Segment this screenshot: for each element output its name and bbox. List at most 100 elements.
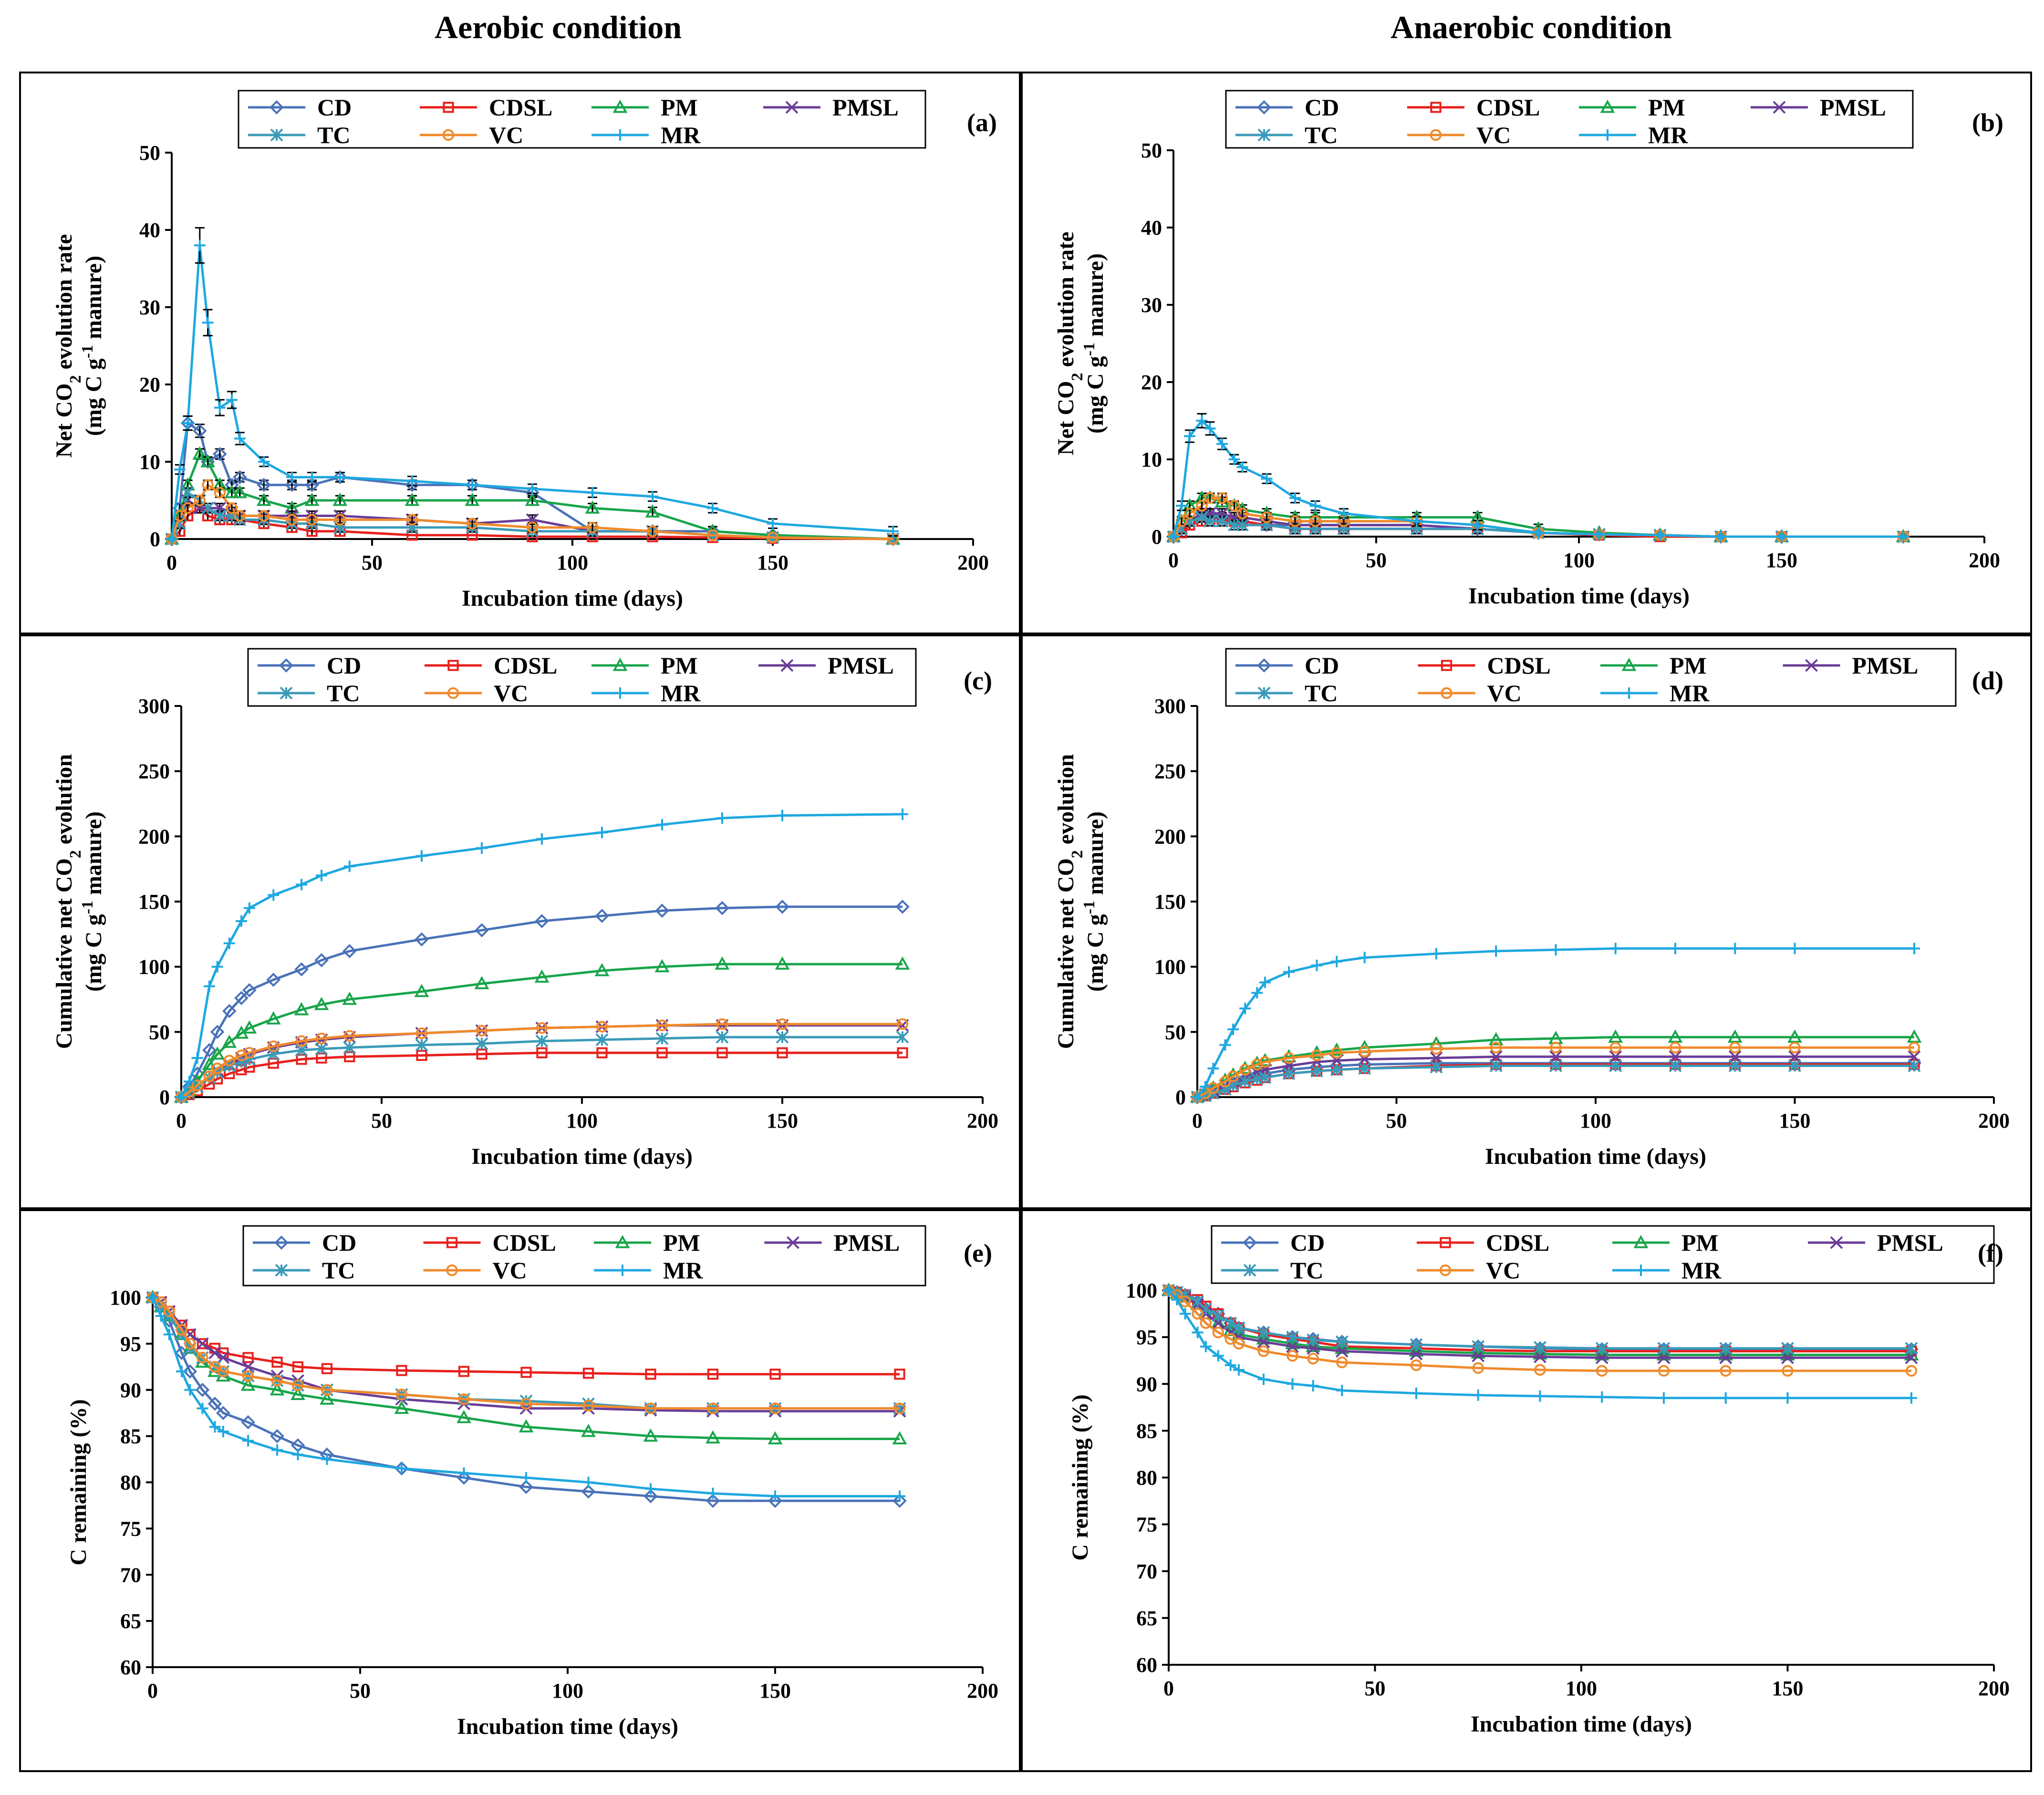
point-tc: [1307, 1333, 1320, 1347]
point-pmsl: [1595, 1351, 1608, 1364]
legend-box: [238, 90, 926, 149]
point-mr: [1472, 519, 1484, 531]
legend-marker: [787, 1236, 799, 1249]
point-mr: [236, 915, 247, 927]
point-vc: [242, 1370, 254, 1382]
point-mr: [1593, 529, 1605, 540]
line-vc: [1168, 1289, 1911, 1372]
point-cdsl: [777, 1047, 788, 1058]
point-vc: [271, 1375, 283, 1387]
point-pm: [474, 976, 489, 989]
legend-label: CD: [322, 1229, 356, 1256]
chart-f: 60 65 70 75 80 85 90 95 100 0 50 100 150 200 Incubatio…: [1021, 1209, 2032, 1772]
point-mr: [1227, 1023, 1239, 1035]
y-tick-label: 150: [1154, 890, 1186, 913]
series-mr: [176, 808, 908, 1103]
y-tick-label: 60: [120, 1656, 141, 1679]
point-mr: [334, 471, 346, 483]
point-mr: [707, 502, 718, 514]
point-pmsl: [241, 1360, 255, 1373]
point-tc: [1335, 1335, 1349, 1349]
y-tick-label: 70: [1136, 1560, 1157, 1583]
point-mr: [1490, 945, 1502, 957]
point-pmsl: [1430, 1051, 1443, 1065]
point-mr: [582, 1476, 594, 1488]
point-mr: [1228, 454, 1240, 465]
series-cd: [174, 900, 910, 1104]
point-mr: [1670, 943, 1681, 955]
legend-marker: [1602, 129, 1613, 141]
legend-label: CDSL: [493, 1229, 556, 1256]
point-tc: [1489, 1059, 1503, 1072]
point-pmsl: [208, 1346, 221, 1359]
point-mr: [1596, 1391, 1608, 1403]
point-mr: [1192, 1327, 1204, 1338]
point-pm: [270, 1382, 285, 1396]
legend-item-tc: TC: [1235, 122, 1338, 148]
panel-label: (b): [1972, 108, 2003, 137]
point-vc: [767, 531, 779, 543]
point-mr: [203, 980, 215, 992]
series-mr: [1192, 943, 1920, 1103]
point-tc: [315, 1042, 328, 1056]
point-mr: [234, 433, 246, 445]
y-axis-label-line2: (mg C g-1 manure): [1080, 811, 1109, 992]
point-mr: [176, 1091, 187, 1103]
legend-marker: [780, 659, 794, 672]
point-pmsl: [1609, 1050, 1622, 1063]
line-pmsl: [152, 1296, 900, 1412]
x-tick-label: 50: [371, 1109, 392, 1132]
series-vc: [1162, 1284, 1918, 1377]
point-pm: [242, 1020, 257, 1034]
point-vc: [203, 1070, 215, 1082]
y-tick-label: 100: [110, 1286, 141, 1309]
y-tick-label: 10: [139, 450, 160, 474]
y-axis-label: Net CO2 evolution rate(mg C g-1 manure): [1053, 232, 1108, 456]
point-vc: [1720, 1365, 1732, 1377]
point-mr: [887, 525, 899, 537]
point-pm: [525, 492, 540, 506]
point-cd: [294, 962, 309, 976]
legend-item-cd: CD: [1235, 652, 1339, 679]
series-tc: [146, 1291, 906, 1415]
series-mr: [1163, 1285, 1917, 1404]
point-pm: [304, 492, 320, 506]
x-tick-label: 100: [557, 551, 588, 574]
legend-marker: [615, 1235, 630, 1248]
point-vc: [896, 1018, 909, 1030]
panel-label: (c): [964, 666, 992, 695]
x-tick-label: 200: [1969, 549, 2000, 572]
y-tick-label: 75: [120, 1517, 141, 1540]
point-mr: [1336, 1384, 1348, 1396]
point-pmsl: [1657, 1351, 1670, 1364]
point-cdsl: [596, 1047, 608, 1058]
point-vc: [211, 1062, 223, 1075]
point-vc: [268, 1040, 280, 1052]
point-pmsl: [1781, 1351, 1794, 1364]
point-vc: [1472, 1362, 1484, 1374]
point-pm: [394, 1401, 409, 1414]
point-cdsl: [894, 1369, 905, 1380]
point-cdsl: [197, 1338, 208, 1349]
line-pm: [180, 963, 903, 1098]
legend-label: PMSL: [832, 94, 899, 121]
series-tc: [1162, 1284, 1918, 1355]
legend-marker: [279, 658, 293, 673]
y-tick-label: 95: [1136, 1326, 1157, 1349]
legend-item-tc: TC: [1235, 680, 1338, 706]
point-vc: [1183, 508, 1196, 519]
line-vc: [1196, 1046, 1914, 1099]
point-vc: [646, 525, 659, 537]
point-vc: [1233, 1338, 1245, 1350]
point-mr: [1533, 527, 1544, 539]
point-vc: [163, 1305, 175, 1318]
point-mr: [202, 317, 214, 329]
legend-label: VC: [1476, 122, 1511, 148]
x-tick-label: 0: [147, 1679, 158, 1702]
legend-marker: [1439, 1264, 1452, 1276]
x-tick-label: 0: [1168, 549, 1179, 572]
y-tick-label: 250: [1154, 760, 1186, 783]
point-mr: [1909, 943, 1920, 955]
y-axis-label-line2: (mg C g-1 manure): [1080, 253, 1109, 434]
point-vc: [1550, 1041, 1562, 1054]
